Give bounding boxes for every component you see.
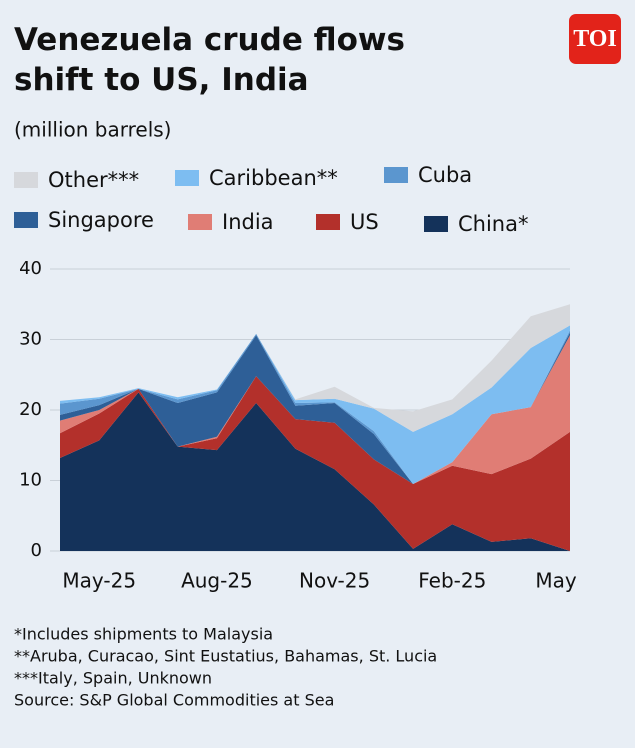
y-tick-label: 10 [19, 470, 42, 491]
legend-label: Other*** [48, 168, 139, 192]
x-tick-label: Aug-25 [181, 569, 253, 593]
area [60, 332, 570, 485]
x-tick-label: May [535, 569, 577, 593]
x-tick-label: Nov-25 [299, 569, 370, 593]
chart-title: Venezuela crude flows shift to US, India [14, 22, 405, 98]
legend-swatch [14, 212, 38, 228]
x-tick-label: Feb-25 [418, 569, 486, 593]
y-tick-label: 40 [19, 258, 42, 279]
area [60, 392, 570, 551]
legend-swatch [424, 216, 448, 232]
footnote: Source: S&P Global Commodities at Sea [14, 691, 334, 710]
footnote: *Includes shipments to Malaysia [14, 625, 273, 644]
legend-swatch [175, 170, 199, 186]
legend-swatch [316, 214, 340, 230]
legend-swatch [14, 172, 38, 188]
y-tick-label: 30 [19, 329, 42, 350]
y-tick-label: 0 [31, 540, 42, 561]
area [60, 376, 570, 551]
area [60, 325, 570, 485]
legend-label: India [222, 210, 274, 234]
legend-swatch [188, 214, 212, 230]
x-tick-label: May-25 [62, 569, 136, 593]
legend-label: Cuba [418, 163, 472, 187]
legend-label: Caribbean** [209, 166, 338, 190]
y-tick-label: 20 [19, 399, 42, 420]
footnote: **Aruba, Curacao, Sint Eustatius, Bahama… [14, 647, 437, 666]
logo: TOI [569, 14, 621, 64]
legend-label: Singapore [48, 208, 154, 232]
legend-label: US [350, 210, 379, 234]
chart-subtitle: (million barrels) [14, 118, 171, 142]
footnote: ***Italy, Spain, Unknown [14, 669, 212, 688]
legend-swatch [384, 167, 408, 183]
legend-label: China* [458, 212, 529, 236]
